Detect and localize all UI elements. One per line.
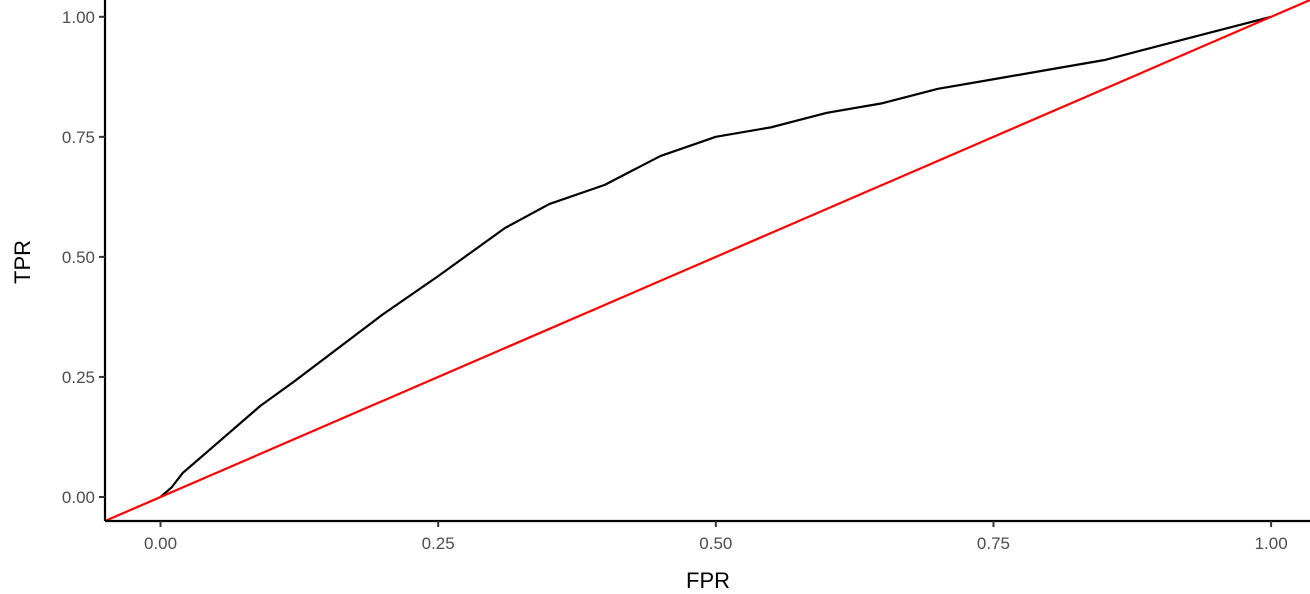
y-axis-ticks: 0.00 0.25 0.50 0.75 1.00 xyxy=(62,8,105,507)
y-tick-label: 0.50 xyxy=(62,248,95,267)
y-tick-label: 0.25 xyxy=(62,368,95,387)
x-tick-label: 0.75 xyxy=(977,534,1010,553)
x-tick-label: 0.00 xyxy=(144,534,177,553)
x-tick-label: 1.00 xyxy=(1255,534,1288,553)
y-axis-title: TPR xyxy=(10,240,35,284)
x-tick-label: 0.25 xyxy=(422,534,455,553)
y-tick-label: 0.00 xyxy=(62,488,95,507)
x-axis-ticks: 0.00 0.25 0.50 0.75 1.00 xyxy=(144,521,1288,553)
axes-layer xyxy=(103,0,1310,523)
roc-curve-line xyxy=(159,15,1272,498)
y-tick-label: 1.00 xyxy=(62,8,95,27)
diagonal-reference-line xyxy=(104,0,1310,523)
series-layer xyxy=(104,0,1310,523)
x-tick-label: 0.50 xyxy=(699,534,732,553)
y-tick-label: 0.75 xyxy=(62,128,95,147)
x-axis-title: FPR xyxy=(686,568,730,593)
